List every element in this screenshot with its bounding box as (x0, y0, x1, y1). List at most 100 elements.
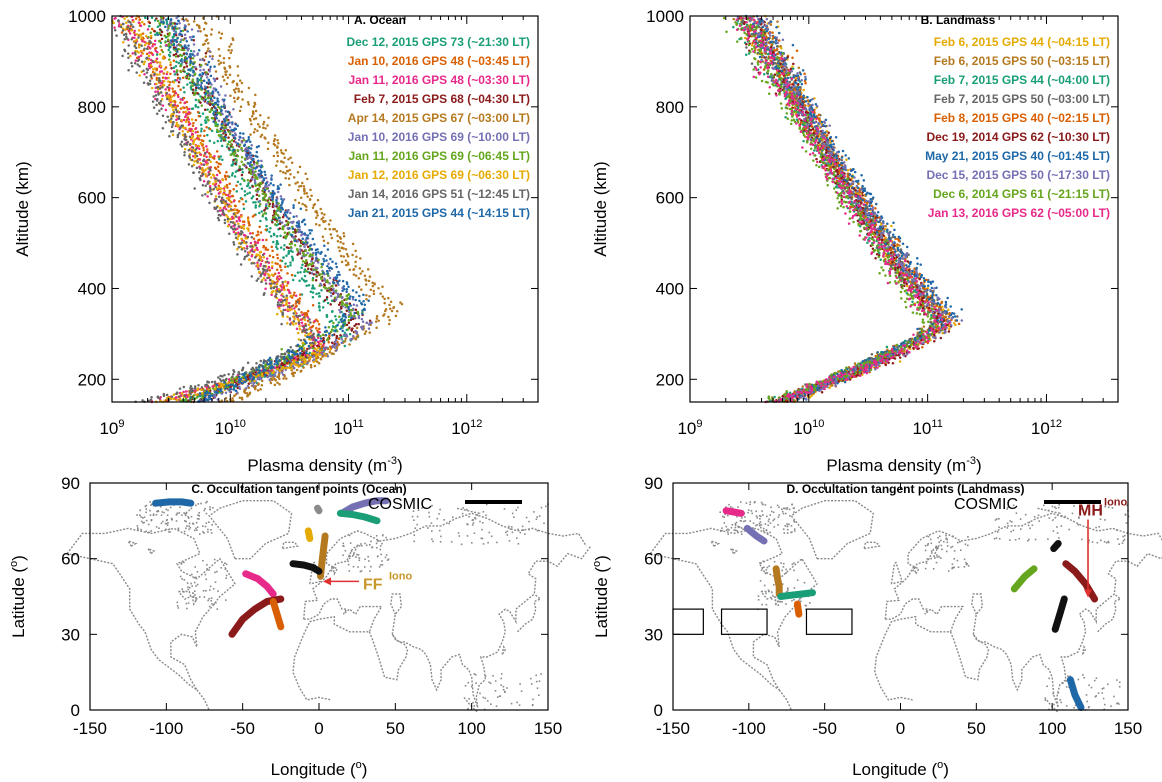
data-point (305, 192, 309, 195)
data-point (178, 391, 182, 395)
data-point (345, 281, 349, 284)
data-point (214, 106, 217, 110)
data-point (297, 308, 301, 311)
data-point (180, 54, 184, 57)
data-point (311, 334, 315, 338)
data-point (211, 385, 214, 388)
data-point (283, 231, 287, 234)
data-point (194, 88, 198, 92)
data-point (183, 143, 186, 146)
data-point (750, 43, 754, 47)
data-point (165, 18, 168, 22)
data-point (191, 53, 194, 56)
data-point (283, 244, 286, 247)
data-point (308, 198, 312, 201)
data-point (272, 183, 275, 187)
data-point (299, 248, 302, 251)
data-point (224, 110, 228, 113)
data-point (229, 94, 232, 97)
data-point (332, 321, 335, 325)
data-point (276, 185, 280, 188)
data-point (156, 33, 159, 36)
data-point (276, 242, 280, 245)
data-point (290, 255, 294, 258)
data-point (252, 376, 256, 379)
data-point (288, 168, 291, 172)
data-point (301, 181, 304, 185)
data-point (316, 353, 319, 356)
data-point (277, 298, 281, 302)
data-point (285, 294, 288, 297)
data-point (170, 395, 174, 399)
data-point (281, 280, 284, 284)
data-point (238, 143, 242, 146)
data-point (146, 28, 150, 31)
data-point (299, 318, 303, 322)
data-point (270, 192, 273, 196)
data-point (133, 29, 136, 33)
data-point (282, 304, 285, 307)
y-axis-label: Altitude (km) (13, 161, 32, 256)
data-point (181, 130, 184, 133)
data-point (303, 318, 307, 322)
data-point (262, 120, 266, 124)
data-point (254, 170, 257, 173)
data-point (215, 150, 219, 153)
data-point (343, 303, 347, 306)
data-point (269, 381, 273, 385)
data-point (292, 315, 295, 318)
data-point (186, 83, 189, 86)
data-point (188, 154, 191, 158)
data-point (152, 106, 156, 109)
data-point (246, 361, 250, 364)
data-point (237, 169, 241, 172)
data-point (245, 392, 249, 395)
data-point (224, 121, 227, 125)
data-point (249, 133, 252, 136)
data-point (155, 73, 159, 76)
data-point (229, 205, 233, 208)
data-point (146, 45, 150, 48)
data-point (286, 265, 290, 268)
data-point (231, 164, 234, 167)
data-point (331, 292, 335, 296)
data-point (295, 221, 299, 224)
data-point (297, 201, 301, 205)
data-point (235, 208, 239, 212)
data-point (320, 265, 323, 269)
data-point (254, 201, 257, 204)
data-point (268, 373, 272, 377)
data-point (231, 146, 234, 149)
data-point (149, 63, 153, 67)
data-point (217, 376, 220, 379)
data-point (319, 357, 323, 360)
data-point (158, 61, 162, 64)
data-point (291, 371, 295, 374)
data-point (224, 200, 228, 203)
data-point (260, 159, 263, 163)
data-point (175, 121, 179, 125)
data-point (306, 251, 309, 255)
data-point (286, 348, 290, 352)
data-point (273, 223, 277, 226)
data-point (338, 273, 341, 277)
data-point (306, 241, 309, 245)
data-point (317, 362, 321, 365)
data-point (232, 212, 236, 216)
data-point (318, 273, 322, 276)
data-point (335, 334, 339, 338)
data-point (237, 225, 241, 228)
data-point (322, 239, 326, 242)
data-point (308, 244, 312, 247)
data-point (312, 360, 316, 364)
data-point (246, 218, 250, 222)
data-point (357, 312, 360, 316)
data-point (226, 186, 229, 189)
data-point (261, 238, 265, 242)
data-point (297, 321, 301, 324)
data-point (154, 90, 157, 93)
data-point (255, 372, 258, 376)
data-point (299, 356, 303, 359)
data-point (240, 81, 244, 85)
data-point (298, 228, 301, 231)
